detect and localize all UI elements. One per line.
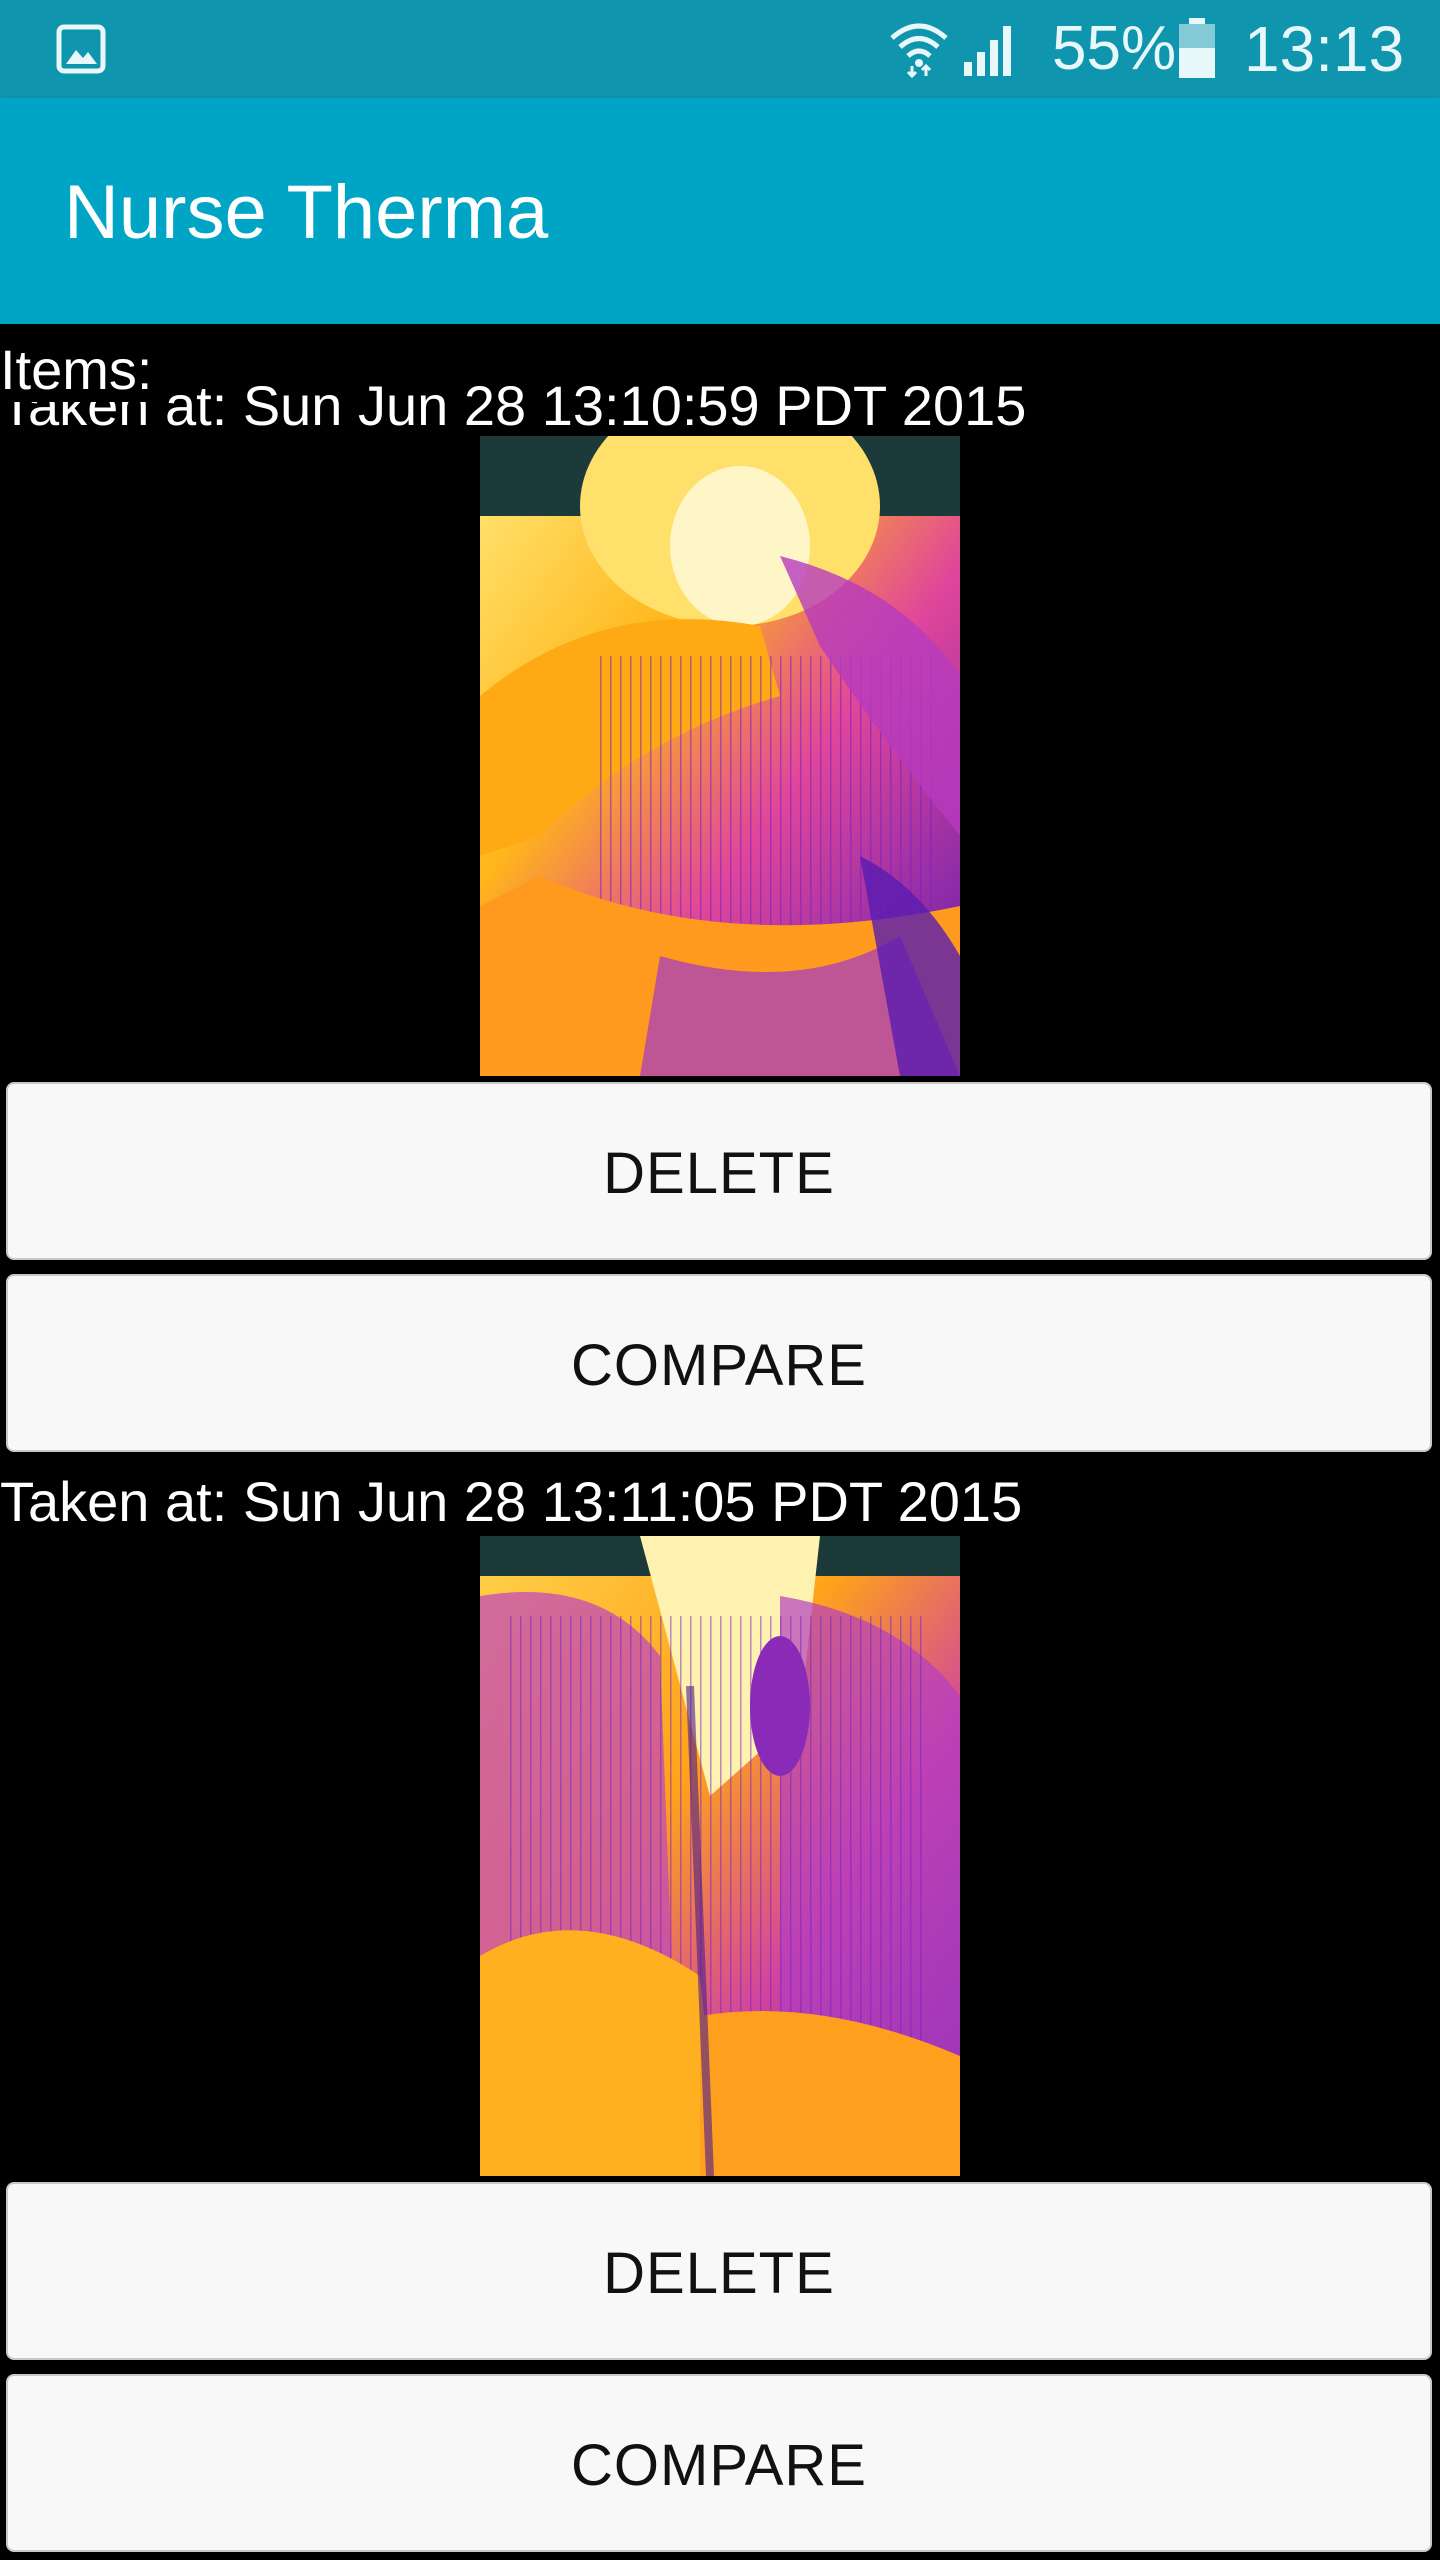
battery-icon <box>1179 18 1215 78</box>
app-bar: Nurse Therma <box>0 98 1440 324</box>
app-title: Nurse Therma <box>64 170 549 255</box>
signal-icon <box>964 26 1011 76</box>
gallery-icon <box>56 24 106 74</box>
compare-button[interactable]: COMPARE <box>6 1274 1432 1452</box>
items-list[interactable]: Items: Taken at: Sun Jun 28 13:10:59 PDT… <box>0 324 1440 2560</box>
wifi-icon <box>890 23 948 78</box>
compare-button[interactable]: COMPARE <box>6 2374 1432 2552</box>
status-clock: 13:13 <box>1244 13 1405 85</box>
thermal-image[interactable] <box>480 1536 960 2176</box>
delete-button[interactable]: DELETE <box>6 1082 1432 1260</box>
delete-button[interactable]: DELETE <box>6 2182 1432 2360</box>
thermal-image[interactable] <box>480 436 960 1076</box>
item-timestamp: Taken at: Sun Jun 28 13:10:59 PDT 2015 <box>0 374 1027 437</box>
battery-percentage: 55% <box>1052 14 1177 83</box>
status-bar: 55% 13:13 <box>0 0 1440 98</box>
item-timestamp: Taken at: Sun Jun 28 13:11:05 PDT 2015 <box>0 1470 1023 1533</box>
items-label: Items: <box>0 338 159 402</box>
